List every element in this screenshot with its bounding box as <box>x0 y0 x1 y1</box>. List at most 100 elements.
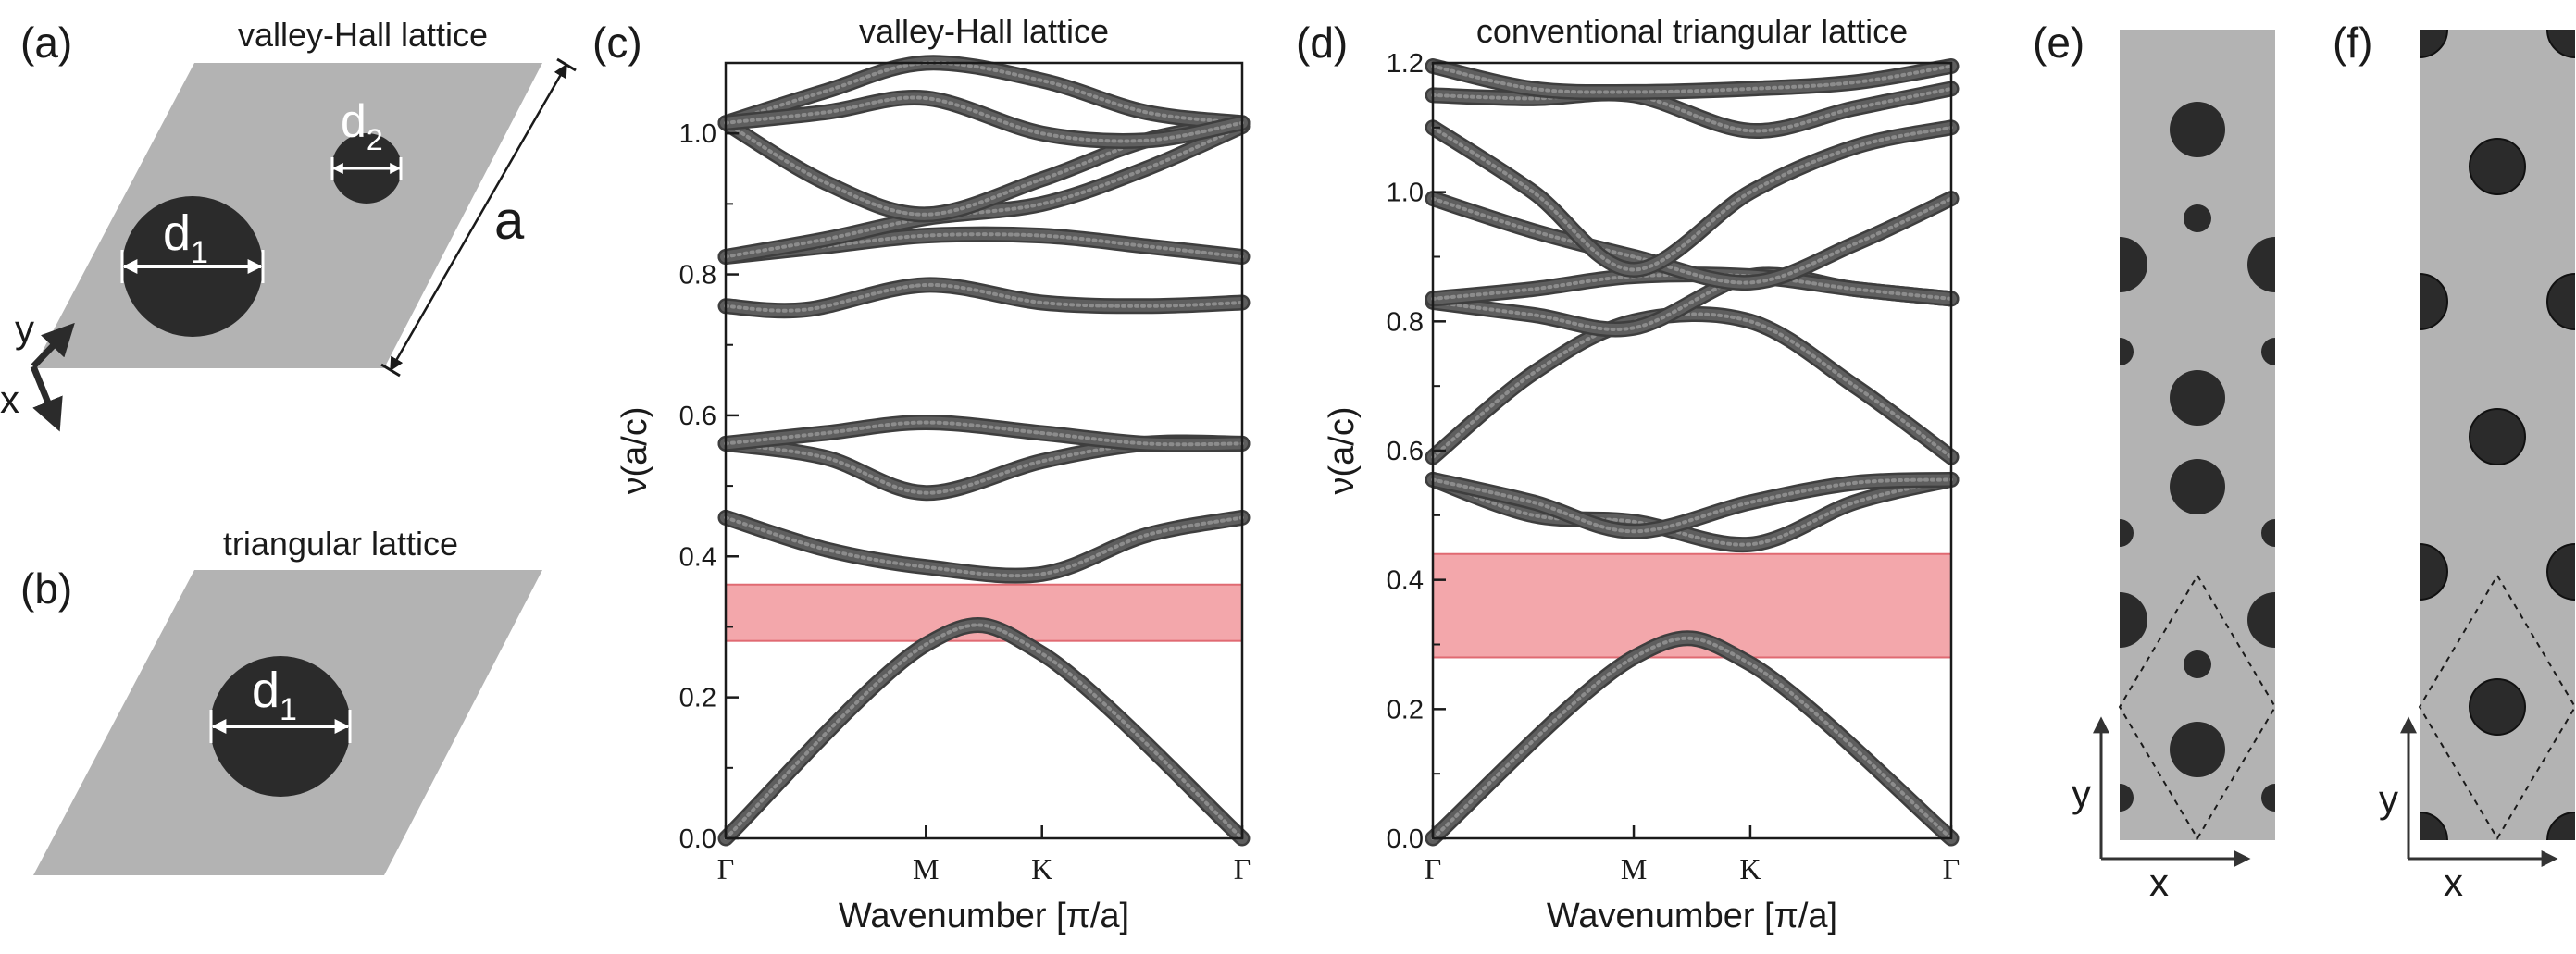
x-tick-label: M <box>1621 852 1647 886</box>
y-tick-label: 0.8 <box>679 261 716 291</box>
hole <box>2247 237 2275 292</box>
panel-a-title: valley-Hall lattice <box>238 16 488 54</box>
hole <box>2120 519 2134 547</box>
panel-e-letter: (e) <box>2033 19 2084 67</box>
x-axis-label: Wavenumber [π/a] <box>839 897 1129 935</box>
band-line-texture <box>1431 636 1953 840</box>
hole <box>2120 237 2147 292</box>
panel-d: (d) conventional triangular lattice 0.0 0.… <box>1296 12 1960 935</box>
chart-title: valley-Hall lattice <box>859 12 1109 50</box>
hole <box>2184 650 2211 678</box>
panel-b-letter: (b) <box>20 564 72 613</box>
band-line-texture <box>724 95 1244 143</box>
hole <box>2120 592 2147 648</box>
hole <box>2184 204 2211 232</box>
panel-a: (a) valley-Hall lattice d1 d2 a y x <box>0 16 577 432</box>
d1-label-b: d1 <box>252 663 297 727</box>
band-line <box>1427 632 1957 844</box>
panel-f: (f) y x <box>2333 19 2576 904</box>
band-line-texture <box>724 282 1244 313</box>
hole <box>2420 812 2448 840</box>
x-axis-arrow <box>30 365 63 432</box>
x-axis-label: Wavenumber [π/a] <box>1547 897 1837 935</box>
panel-b: (b) triangular lattice d1 <box>20 525 542 875</box>
valley-hall-unit-cell <box>33 63 542 368</box>
hole <box>2469 678 2526 736</box>
x-tick-label: Γ <box>717 852 735 886</box>
hole <box>2261 519 2275 547</box>
hole <box>2170 459 2225 514</box>
band-diagram-triangular: conventional triangular lattice 0.0 0.2 0.4… <box>1323 12 1960 935</box>
hole <box>2261 784 2275 812</box>
band-line-outline <box>717 617 1251 847</box>
band-line-texture <box>1431 125 1953 272</box>
band-line-outline <box>1425 119 1960 279</box>
axis-y-label-f: y <box>2379 777 2398 821</box>
panel-b-title: triangular lattice <box>223 525 458 563</box>
supercell-f-holes <box>2420 30 2575 840</box>
hole <box>2120 784 2134 812</box>
hole <box>2420 273 2448 330</box>
y-axis-label: ν(a/c) <box>1323 407 1362 495</box>
x-tick-label: Γ <box>1425 852 1442 886</box>
y-tick-label: 0.6 <box>679 402 716 431</box>
unit-cell-outline-e <box>2118 574 2277 840</box>
lattice-constant-label: a <box>494 191 525 251</box>
band-line-texture <box>724 420 1244 447</box>
d2-label: d2 <box>341 95 383 156</box>
band-line-texture <box>724 60 1244 125</box>
x-tick-label: K <box>1739 852 1761 886</box>
band-line-texture <box>724 124 1244 259</box>
band-line-texture <box>724 120 1244 217</box>
band-line-texture <box>724 515 1244 578</box>
unit-cell-outline-f <box>2418 574 2576 840</box>
axis-y-label-e: y <box>2072 772 2091 815</box>
y-tick-label: 0.8 <box>1387 307 1424 337</box>
plot-frame <box>724 61 1244 840</box>
band-line-texture <box>724 623 1244 840</box>
hole <box>2546 543 2575 601</box>
band-line-texture <box>1431 86 1953 133</box>
hole <box>2120 338 2134 365</box>
y-tick-label: 0.4 <box>1387 566 1424 596</box>
band-line-texture <box>1431 477 1953 547</box>
hole <box>2170 722 2225 777</box>
panel-d-letter: (d) <box>1296 19 1348 67</box>
axis-y-label: y <box>15 307 34 351</box>
x-tick-label: Γ <box>1943 852 1960 886</box>
y-tick-label: 1.2 <box>1387 49 1424 79</box>
hole <box>2170 102 2225 157</box>
hole <box>2546 812 2575 840</box>
hole <box>2546 30 2575 58</box>
y-tick-label: 1.0 <box>679 119 716 149</box>
hole <box>2247 592 2275 648</box>
y-axis-label: ν(a/c) <box>616 407 654 495</box>
panel-c: (c) valley-Hall lattice 0.0 0.2 0.4 0.6 0.8 1.… <box>592 12 1251 935</box>
band-line-texture <box>1431 312 1953 459</box>
hole <box>2546 273 2575 330</box>
y-tick-label: 0.2 <box>1387 695 1424 725</box>
hole <box>2261 338 2275 365</box>
y-tick-label: 0.2 <box>679 684 716 713</box>
y-tick-label: 0.4 <box>679 542 716 572</box>
band-line-texture <box>1431 64 1953 94</box>
y-axis-arrow <box>31 322 75 369</box>
y-tick-label: 0.0 <box>679 824 716 854</box>
hole <box>2469 138 2526 195</box>
band-line-outline <box>1425 630 1960 847</box>
x-tick-label: Γ <box>1234 852 1251 886</box>
supercell-e-holes <box>2120 102 2275 812</box>
a-tick-top <box>556 57 577 72</box>
chart-title: conventional triangular lattice <box>1476 12 1908 50</box>
hole <box>2420 30 2448 58</box>
band-line-texture <box>1431 196 1953 285</box>
axis-x-label: x <box>0 378 19 421</box>
band-line <box>1427 308 1957 463</box>
panel-c-letter: (c) <box>592 19 642 67</box>
panel-e: (e) y x <box>2033 19 2277 904</box>
lattice-constant-arrow <box>389 63 568 372</box>
y-tick-label: 1.0 <box>1387 179 1424 208</box>
supercell-e-plate <box>2120 30 2275 840</box>
x-tick-label: K <box>1031 852 1052 886</box>
